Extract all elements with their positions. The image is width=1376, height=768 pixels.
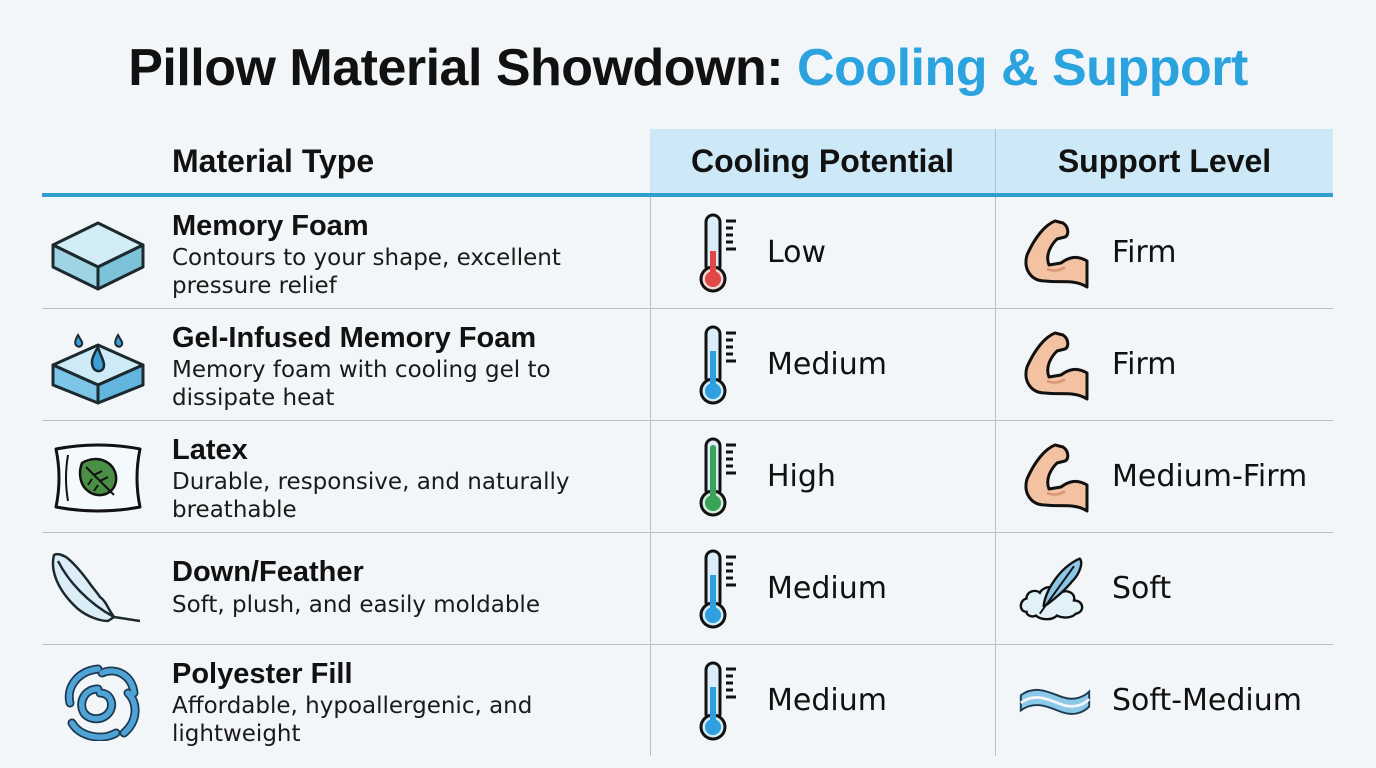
material-name: Down/Feather (172, 556, 364, 588)
table-row: Gel-Infused Memory Foam Memory foam with… (42, 309, 1333, 421)
support-value: Firm (1112, 347, 1177, 382)
cooling-value: Medium (767, 571, 887, 606)
material-description: Soft, plush, and easily moldable (172, 592, 540, 618)
wave-icon (1019, 688, 1091, 715)
cooling-value: Medium (767, 683, 887, 718)
thermometer-low-icon (699, 213, 736, 293)
material-description: Durable, responsive, and naturally breat… (172, 469, 570, 523)
swirl-icon (64, 664, 140, 741)
material-description: Contours to your shape, excellent pressu… (172, 245, 561, 299)
table-header: Material Type Cooling Potential Support … (42, 129, 1333, 197)
support-value: Medium-Firm (1112, 459, 1308, 494)
pillow-leaf-icon (54, 443, 142, 513)
support-value: Soft (1112, 571, 1172, 606)
thermometer-medium-icon (699, 325, 736, 405)
flexed-bicep-icon (1024, 331, 1089, 401)
thermometer-high-icon (699, 437, 736, 517)
material-name: Memory Foam (172, 210, 369, 242)
table-row: Memory Foam Contours to your shape, exce… (42, 197, 1333, 309)
thermometer-medium-icon (699, 549, 736, 629)
gel-foam-block-icon (51, 333, 145, 405)
feather-icon (51, 552, 141, 623)
comparison-table: Material Type Cooling Potential Support … (42, 129, 1333, 756)
header-material-type: Material Type (172, 143, 375, 179)
flexed-bicep-icon (1024, 219, 1089, 289)
table-row: Latex Durable, responsive, and naturally… (42, 421, 1333, 533)
support-value: Soft-Medium (1112, 683, 1302, 718)
feather-cloud-icon (1019, 557, 1084, 621)
support-value: Firm (1112, 235, 1177, 270)
material-name: Gel-Infused Memory Foam (172, 322, 537, 354)
title-accent: Cooling & Support (797, 39, 1248, 97)
flexed-bicep-icon (1024, 443, 1089, 513)
foam-block-icon (51, 221, 145, 291)
material-name: Latex (172, 434, 248, 466)
cooling-value: High (767, 459, 836, 494)
material-name: Polyester Fill (172, 658, 353, 690)
header-support-level: Support Level (1057, 143, 1272, 179)
thermometer-medium-icon (699, 661, 736, 741)
header-cooling-potential: Cooling Potential (690, 143, 955, 179)
material-description: Memory foam with cooling gel to dissipat… (172, 357, 551, 411)
cooling-value: Medium (767, 347, 887, 382)
material-description: Affordable, hypoallergenic, and lightwei… (172, 693, 533, 747)
cooling-value: Low (767, 235, 827, 270)
table-row: Polyester Fill Affordable, hypoallergeni… (42, 645, 1333, 756)
title-main: Pillow Material Showdown: (128, 39, 798, 97)
table-row: Down/Feather Soft, plush, and easily mol… (42, 533, 1333, 645)
page-title: Pillow Material Showdown: Cooling & Supp… (0, 36, 1376, 100)
